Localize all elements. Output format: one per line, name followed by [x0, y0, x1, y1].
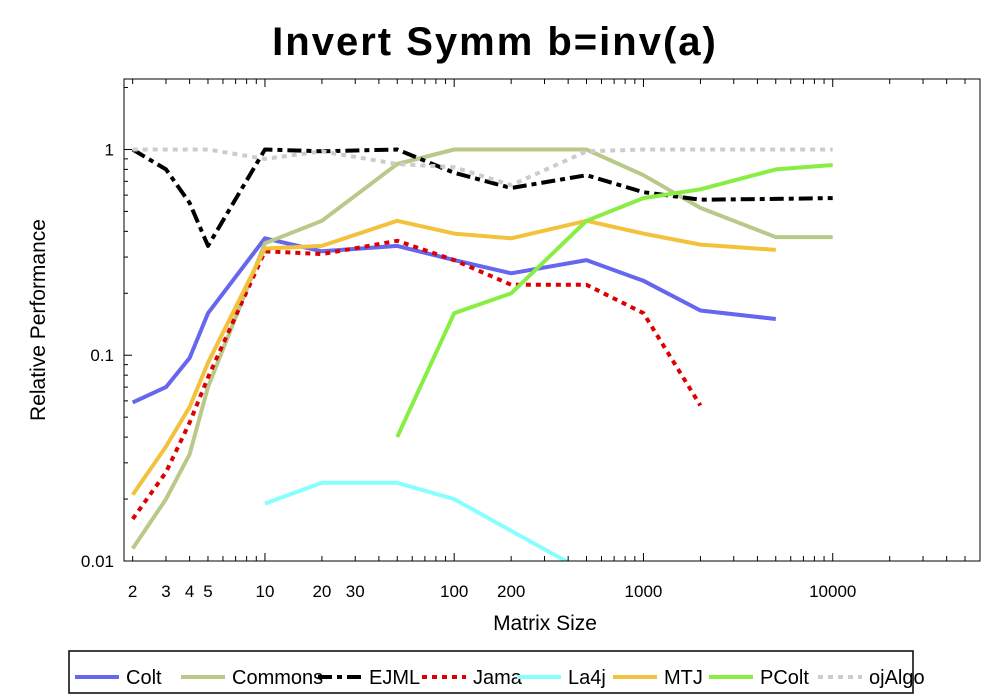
legend-label-commons: Commons: [232, 667, 323, 689]
y-axis-label: Relative Performance: [27, 219, 50, 421]
series-line-pcolt: [395, 163, 833, 438]
legend-label-jama: Jama: [473, 667, 523, 689]
y-tick-label: 0.1: [90, 346, 114, 365]
x-tick-label: 20: [312, 582, 331, 601]
series-line-ejml: [131, 147, 833, 248]
legend-box: [68, 650, 914, 694]
x-axis-label: Matrix Size: [493, 612, 597, 635]
series-line-mtj: [131, 218, 776, 496]
x-tick-label: 10000: [809, 582, 856, 601]
series-line-ojalgo: [132, 147, 833, 188]
legend-label-ojalgo: ojAlgo: [869, 667, 925, 689]
chart-title: Invert Symm b=inv(a): [272, 20, 718, 64]
x-tick-label: 2: [128, 582, 137, 601]
series-line-la4j: [264, 480, 570, 561]
x-tick-label: 3: [161, 582, 170, 601]
series-line-commons: [131, 147, 833, 550]
y-tick-label: 1: [105, 140, 114, 159]
plot-frame: [123, 78, 981, 562]
x-tick-label: 100: [440, 582, 468, 601]
series-line-colt: [131, 236, 777, 405]
legend-label-colt: Colt: [126, 667, 162, 689]
legend-label-ejml: EJML: [369, 667, 420, 689]
x-tick-label: 4: [185, 582, 194, 601]
x-tick-label: 1000: [625, 582, 663, 601]
x-tick-label: 30: [346, 582, 365, 601]
x-tick-label: 10: [255, 582, 274, 601]
legend-label-la4j: La4j: [568, 667, 606, 689]
legend-label-mtj: MTJ: [664, 667, 703, 689]
y-tick-label: 0.01: [81, 552, 114, 571]
series-line-jama: [131, 238, 703, 521]
x-tick-label: 200: [497, 582, 525, 601]
x-tick-label: 5: [203, 582, 212, 601]
legend-label-pcolt: PColt: [760, 667, 809, 689]
